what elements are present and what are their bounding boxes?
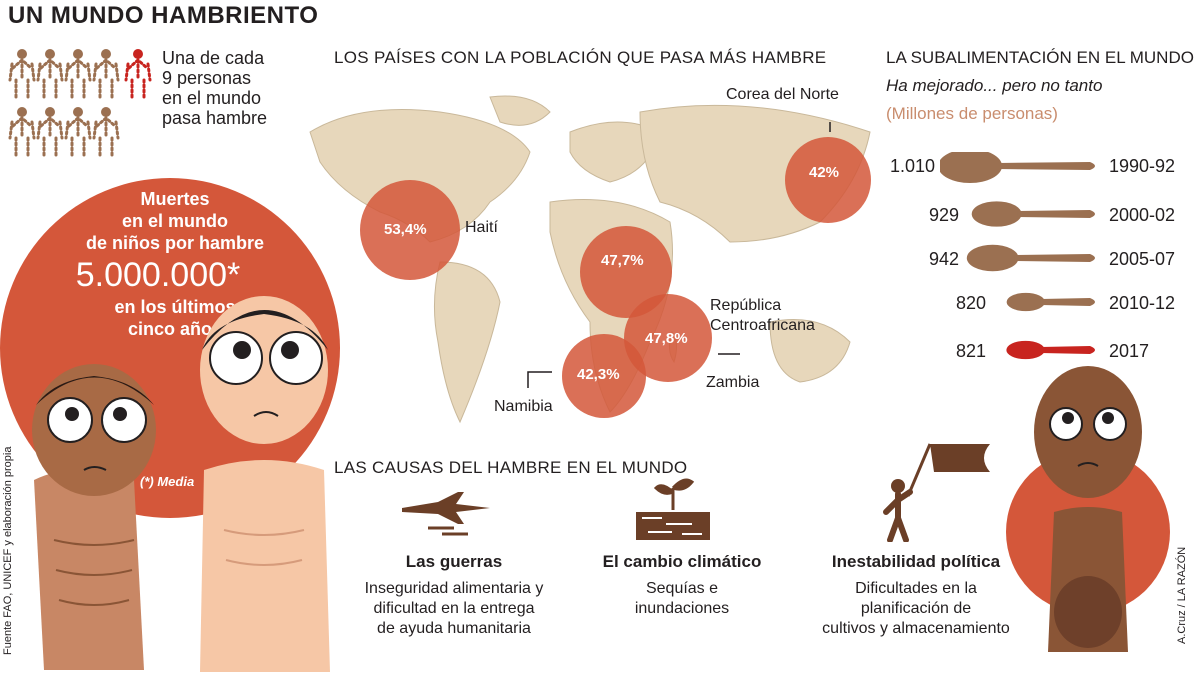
spoon-mark [1006, 340, 1095, 360]
row-value: 1.010 [890, 156, 936, 176]
australia-shape [769, 319, 851, 383]
row-period: 2017 [1109, 341, 1150, 361]
zambia-percent: 47,8% [645, 330, 688, 347]
namibia-label: Namibia [494, 398, 553, 415]
cause-politics-desc: Dificultades en la planificación de cult… [822, 580, 1010, 637]
source-credit: Fuente FAO, UNICEF y elaboración propia [2, 446, 14, 655]
map-title: LOS PAÍSES CON LA POBLACIÓN QUE PASA MÁS… [334, 48, 827, 67]
world-map [309, 95, 871, 424]
spoon-mark [940, 152, 1095, 183]
cracked-earth-icon [636, 478, 710, 540]
child-center [200, 296, 330, 672]
child-left [32, 364, 156, 670]
hunger-ratio-text: Una de cada 9 personas en el mundo pasa … [162, 48, 268, 128]
hungry-children-illustration [32, 296, 330, 672]
undernourishment-unit: (Millones de personas) [886, 104, 1058, 123]
row-period: 2010-12 [1109, 293, 1176, 313]
row-value: 942 [928, 249, 959, 269]
row-value: 929 [928, 205, 959, 225]
spoon-mark [966, 244, 1095, 272]
child-deaths-number: 5.000.000* [75, 256, 241, 294]
haiti-label: Haití [465, 219, 498, 236]
central-african-republic-label: República Centroafricana [710, 297, 815, 334]
author-credit: A.Cruz / LA RAZÓN [1176, 546, 1188, 644]
row-period: 1990-92 [1109, 156, 1176, 176]
row-value: 821 [955, 341, 986, 361]
cause-climate-desc: Sequías e inundaciones [634, 580, 730, 617]
zambia-marker [624, 294, 712, 382]
child-deaths-heading: Muertes en el mundo de niños por hambre [85, 189, 265, 253]
south-america-shape [433, 261, 501, 424]
cause-climate-name: El cambio climático [602, 552, 762, 571]
undernourishment-rows: 1.010 929 942 820 821 1990-92 2000-02 20… [880, 152, 1180, 372]
spoon-mark [971, 201, 1095, 227]
undernourishment-title: LA SUBALIMENTACIÓN EN EL MUNDO [886, 48, 1194, 67]
people-icons [8, 49, 152, 158]
person-icon [8, 49, 120, 158]
namibia-percent: 42,3% [577, 366, 620, 383]
average-note: (*) Media [140, 474, 195, 489]
spoon-mark [1006, 292, 1095, 312]
flag-person-icon [883, 443, 990, 542]
child-deaths-period: en los últimos cinco años [114, 297, 236, 339]
cause-wars-name: Las guerras [405, 552, 503, 571]
north-korea-marker [785, 137, 871, 223]
central-african-republic-marker [580, 226, 672, 318]
zambia-label: Zambia [706, 374, 760, 391]
hungry-child-right-illustration [1006, 366, 1170, 652]
north-korea-label: Corea del Norte [726, 86, 839, 103]
greenland-shape [489, 95, 551, 126]
causes-title: LAS CAUSAS DEL HAMBRE EN EL MUNDO [334, 458, 688, 477]
spoon-chart [940, 152, 1095, 360]
row-value: 820 [955, 293, 986, 313]
page-title: UN MUNDO HAMBRIENTO [8, 2, 319, 29]
row-period: 2000-02 [1109, 205, 1176, 225]
namibia-arrow [527, 371, 552, 388]
row-period: 2005-07 [1109, 249, 1176, 269]
north-korea-percent: 42% [809, 164, 840, 181]
fighter-jet-icon [402, 492, 490, 536]
cause-politics-name: Inestabilidad política [831, 552, 1001, 571]
namibia-marker [562, 334, 646, 418]
hungry-person-icon [124, 49, 152, 100]
haiti-percent: 53,4% [384, 221, 427, 238]
undernourishment-subtitle: Ha mejorado... pero no tanto [886, 76, 1103, 95]
haiti-marker [360, 180, 460, 280]
central-african-republic-percent: 47,7% [601, 252, 644, 269]
cause-wars-desc: Inseguridad alimentaria y dificultad en … [364, 580, 544, 637]
